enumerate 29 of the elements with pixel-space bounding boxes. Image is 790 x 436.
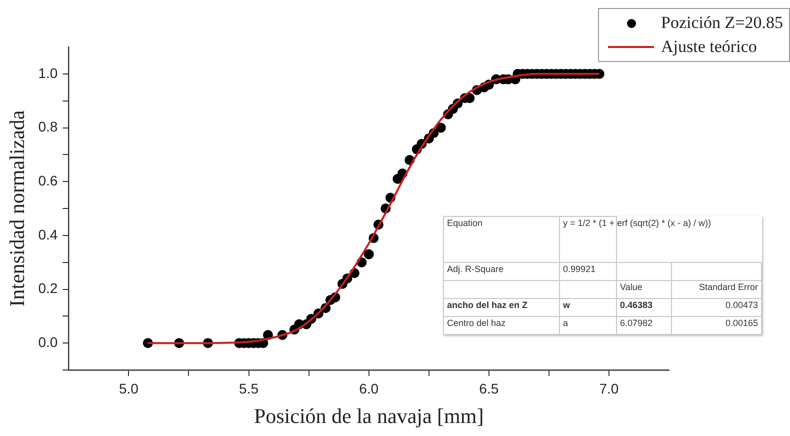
y-tick-label: 0.6 bbox=[38, 172, 58, 188]
annotation: 6.07982 bbox=[616, 316, 672, 334]
x-tick-label: 5.0 bbox=[118, 380, 139, 396]
y-tick-label: 1.0 bbox=[38, 64, 58, 81]
x-tick-label: 6.0 bbox=[359, 380, 379, 396]
y-tick-label: 0.0 bbox=[38, 334, 58, 350]
annotation: Equation bbox=[444, 216, 560, 262]
annotation: ancho del haz en Z bbox=[444, 298, 560, 316]
x-tick-label: 5.5 bbox=[239, 380, 259, 396]
annotation: 0.99921 bbox=[560, 262, 616, 280]
text: 0.00165 bbox=[725, 318, 758, 328]
y-axis-title: Intensidad normalizada bbox=[5, 110, 30, 307]
annotation: Adj. R-Square bbox=[444, 262, 560, 280]
legend-label: Pozición Z=20.85 bbox=[661, 12, 783, 34]
annotation: w bbox=[560, 298, 616, 316]
annotation: Centro del haz bbox=[444, 316, 560, 334]
y-tick-label: 0.4 bbox=[38, 226, 58, 242]
text: Standard Error bbox=[698, 282, 758, 292]
y-tick-label: 0.8 bbox=[38, 118, 58, 135]
x-axis-title: Posición de la navaja [mm] bbox=[254, 404, 484, 428]
annotation: y = 1/2 * (1 + erf (sqrt(2) * (x - a) / w)) bbox=[562, 217, 712, 230]
annotation: Value bbox=[616, 280, 672, 298]
legend-label: Ajuste teórico bbox=[661, 36, 757, 58]
y-tick-label: 0.2 bbox=[38, 280, 58, 296]
annotation: 0.46383 bbox=[616, 298, 672, 316]
x-tick-label: 6.5 bbox=[479, 380, 499, 396]
x-tick-label: 7.0 bbox=[599, 380, 619, 396]
annotation: a bbox=[560, 316, 616, 334]
text: 0.00473 bbox=[725, 300, 758, 310]
